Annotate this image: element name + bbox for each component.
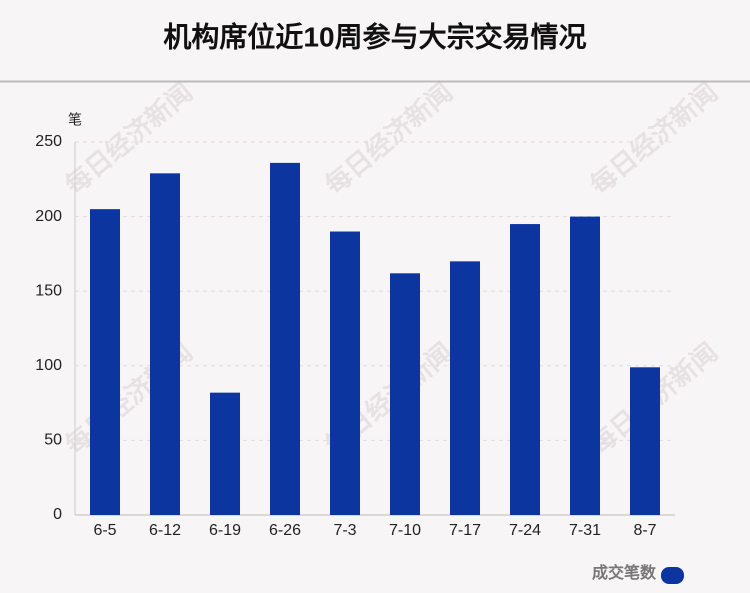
- y-tick-label: 100: [35, 357, 62, 374]
- x-tick-label: 7-17: [449, 522, 481, 539]
- bar: [270, 162, 300, 515]
- x-tick-label: 6-19: [209, 522, 241, 539]
- y-axis-unit: 笔: [68, 112, 82, 128]
- x-tick-label: 7-24: [509, 522, 541, 539]
- legend-swatch: [661, 567, 684, 584]
- chart-title: 机构席位近10周参与大宗交易情况: [163, 20, 586, 52]
- bar: [150, 173, 180, 515]
- x-tick-label: 6-5: [93, 522, 116, 539]
- x-tick-label: 8-7: [633, 522, 656, 539]
- y-tick-label: 150: [35, 282, 62, 299]
- y-tick-label: 0: [53, 506, 62, 523]
- x-tick-label: 7-31: [569, 522, 601, 539]
- bar: [630, 367, 660, 515]
- bar: [330, 231, 360, 515]
- y-tick-label: 250: [35, 133, 62, 150]
- bar: [450, 261, 480, 515]
- x-tick-label: 7-3: [333, 522, 356, 539]
- bar: [210, 392, 240, 515]
- x-tick-label: 6-12: [149, 522, 181, 539]
- y-tick-label: 200: [35, 208, 62, 225]
- bar: [510, 224, 540, 515]
- bar: [570, 216, 600, 515]
- x-tick-label: 7-10: [389, 522, 421, 539]
- bar: [90, 209, 120, 515]
- y-tick-label: 50: [44, 432, 62, 449]
- legend-label: 成交笔数: [592, 563, 657, 582]
- x-tick-label: 6-26: [269, 522, 301, 539]
- bar: [390, 273, 420, 515]
